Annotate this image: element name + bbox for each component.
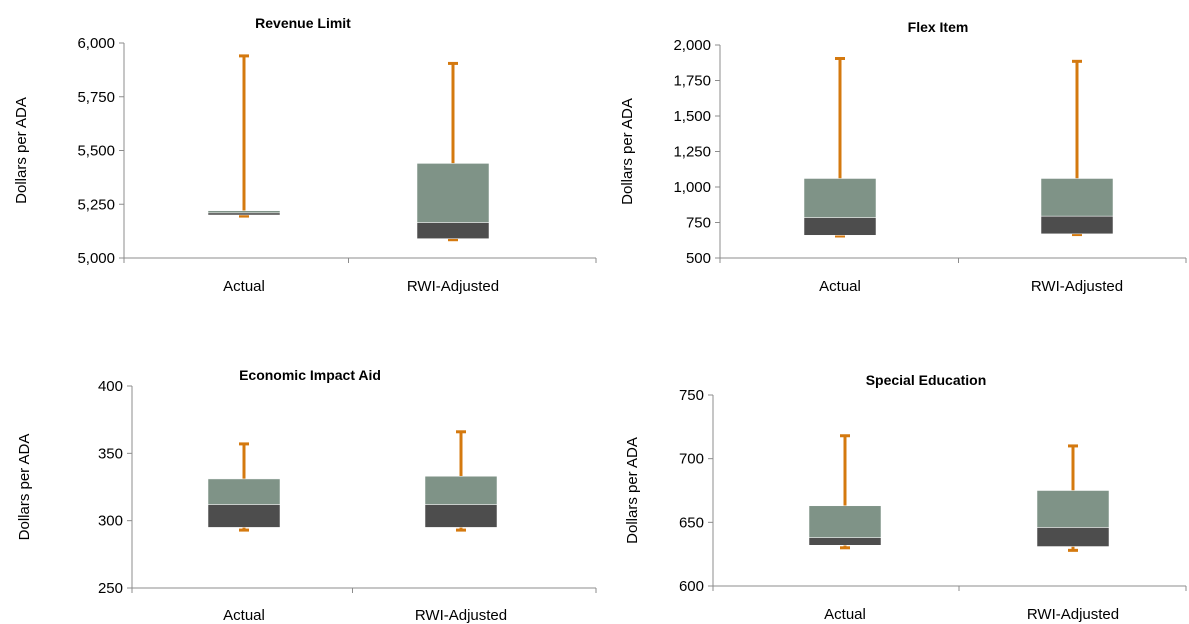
- y-tick-label: 750: [679, 387, 704, 404]
- chart-title: Flex Item: [908, 19, 969, 35]
- y-tick-label: 5,000: [77, 250, 115, 267]
- y-tick-label: 650: [679, 514, 704, 531]
- x-category-label: RWI-Adjusted: [1027, 606, 1119, 623]
- y-tick-label: 350: [98, 445, 123, 462]
- box-upper: [1040, 178, 1114, 217]
- box-lower: [803, 217, 877, 236]
- x-category-label: RWI-Adjusted: [1031, 278, 1123, 295]
- y-axis-label: Dollars per ADA: [16, 434, 33, 541]
- x-category-label: Actual: [223, 607, 265, 624]
- chart-title: Special Education: [866, 372, 987, 388]
- box-lower: [416, 222, 490, 239]
- box-upper: [1036, 490, 1110, 528]
- y-tick-label: 750: [686, 215, 711, 232]
- box-lower: [207, 212, 281, 216]
- box-upper: [207, 210, 281, 214]
- y-axis-label: Dollars per ADA: [624, 437, 641, 544]
- y-tick-label: 1,500: [673, 108, 711, 125]
- chart-title: Revenue Limit: [255, 15, 351, 31]
- y-tick-label: 600: [679, 578, 704, 595]
- y-tick-label: 1,750: [673, 73, 711, 90]
- y-tick-label: 5,750: [77, 89, 115, 106]
- chart-title: Economic Impact Aid: [239, 367, 381, 383]
- y-tick-label: 700: [679, 451, 704, 468]
- box-lower: [1036, 527, 1110, 547]
- box-upper: [424, 475, 498, 505]
- x-category-label: Actual: [819, 278, 861, 295]
- y-axis-label: Dollars per ADA: [13, 97, 30, 204]
- y-tick-label: 500: [686, 250, 711, 267]
- y-tick-label: 250: [98, 580, 123, 597]
- box-upper: [207, 478, 281, 505]
- y-tick-label: 1,000: [673, 179, 711, 196]
- box-lower: [808, 537, 882, 546]
- x-category-label: RWI-Adjusted: [407, 278, 499, 295]
- y-tick-label: 2,000: [673, 37, 711, 54]
- box-upper: [808, 505, 882, 538]
- box-lower: [1040, 215, 1114, 235]
- y-tick-label: 1,250: [673, 144, 711, 161]
- box-lower: [424, 504, 498, 528]
- y-tick-label: 300: [98, 513, 123, 530]
- box-upper: [803, 178, 877, 218]
- y-tick-label: 5,500: [77, 143, 115, 160]
- box-upper: [416, 163, 490, 223]
- x-category-label: Actual: [824, 606, 866, 623]
- x-category-label: Actual: [223, 278, 265, 295]
- box-lower: [207, 504, 281, 528]
- y-tick-label: 6,000: [77, 35, 115, 52]
- y-tick-label: 5,250: [77, 196, 115, 213]
- x-category-label: RWI-Adjusted: [415, 607, 507, 624]
- y-axis-label: Dollars per ADA: [619, 98, 636, 205]
- y-tick-label: 400: [98, 378, 123, 395]
